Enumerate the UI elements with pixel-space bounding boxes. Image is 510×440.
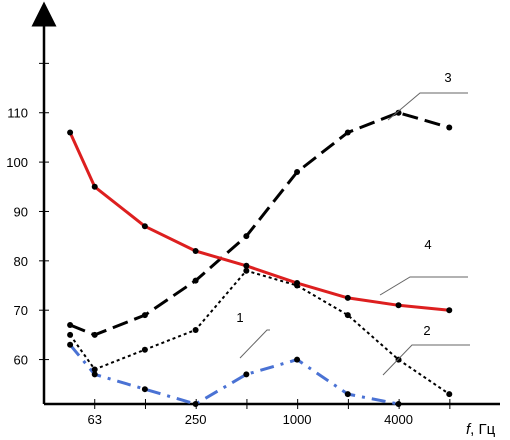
series-label-4: 4 — [424, 237, 431, 252]
data-point — [294, 168, 301, 175]
y-tick-label-110: 110 — [7, 106, 28, 121]
series-label-1: 1 — [236, 310, 243, 325]
data-point — [344, 391, 351, 398]
data-point — [67, 129, 74, 136]
y-tick-label-60: 60 — [14, 353, 28, 368]
data-point — [446, 307, 453, 314]
series-line-2 — [69, 269, 450, 395]
series-3 — [67, 109, 453, 338]
data-point — [141, 346, 148, 353]
callout-line-1 — [239, 329, 270, 359]
data-point — [141, 386, 148, 393]
data-point — [344, 294, 351, 301]
data-point — [67, 331, 74, 338]
data-point — [91, 183, 98, 190]
data-point — [91, 366, 98, 373]
data-point — [344, 312, 351, 319]
x-tick-label-63: 63 — [87, 412, 101, 427]
x-tick-label-250: 250 — [185, 412, 207, 427]
data-point — [243, 371, 250, 378]
data-point — [294, 356, 301, 363]
data-point — [294, 280, 301, 287]
series-1 — [67, 341, 402, 407]
data-point — [243, 262, 250, 269]
data-point — [395, 109, 402, 116]
data-point — [395, 302, 402, 309]
series-label-3: 3 — [444, 70, 451, 85]
data-point — [243, 267, 250, 274]
callout-line-4 — [379, 276, 468, 296]
x-axis-label: f, Гц — [466, 421, 496, 438]
data-point — [446, 124, 453, 131]
data-point — [67, 322, 74, 329]
x-tick-label-4000: 4000 — [384, 412, 413, 427]
data-point — [395, 401, 402, 407]
data-point — [243, 233, 250, 240]
series-label-2: 2 — [423, 323, 430, 338]
data-point — [141, 223, 148, 230]
data-point — [91, 331, 98, 338]
series-4 — [67, 129, 453, 314]
data-point — [91, 371, 98, 378]
data-point — [192, 401, 199, 407]
ticks: 60 70 80 90 100 110 63 250 1000 4000 — [6, 62, 451, 427]
series — [67, 109, 453, 407]
y-tick-label-90: 90 — [14, 204, 28, 219]
data-point — [192, 277, 199, 284]
series-2 — [67, 267, 453, 398]
x-tick-label-1000: 1000 — [283, 412, 312, 427]
axes: f, Гц — [31, 1, 500, 438]
data-point — [192, 247, 199, 254]
y-tick-label-70: 70 — [14, 303, 28, 318]
callout-line-2 — [382, 344, 470, 376]
data-point — [67, 341, 74, 348]
callout-line-3 — [387, 92, 468, 121]
x-axis-label-unit: , Гц — [470, 421, 495, 438]
data-point — [141, 312, 148, 319]
data-point — [344, 129, 351, 136]
series-line-4 — [68, 131, 450, 312]
data-point — [446, 391, 453, 398]
y-tick-label-80: 80 — [14, 254, 28, 269]
series-line-3 — [69, 111, 450, 337]
y-tick-label-100: 100 — [6, 155, 28, 170]
callouts: 1 2 3 4 — [236, 70, 470, 376]
data-point — [192, 326, 199, 333]
